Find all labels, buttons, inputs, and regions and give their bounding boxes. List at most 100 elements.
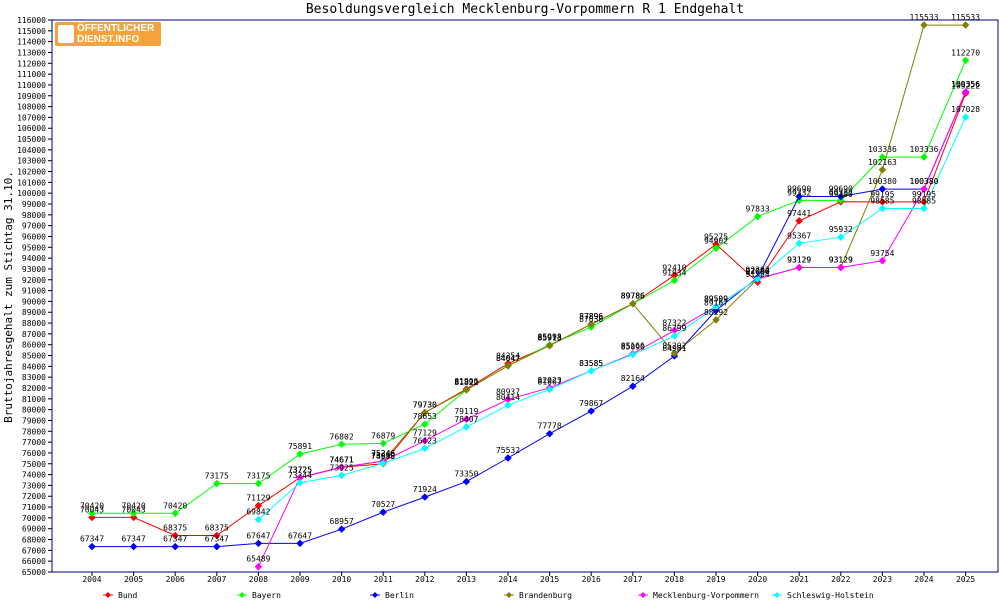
data-label: 79119: [454, 407, 478, 416]
data-label: 73725: [288, 466, 312, 475]
data-point: [379, 459, 388, 468]
data-label: 74671: [330, 455, 354, 464]
data-point: [961, 21, 970, 29]
series-line: [299, 24, 966, 479]
data-label: 87630: [579, 315, 603, 324]
data-label: 67647: [246, 531, 270, 540]
data-label: 92080: [746, 267, 770, 276]
data-label: 81822: [454, 378, 478, 387]
data-point: [337, 463, 346, 472]
data-label: 75030: [371, 451, 395, 460]
y-tick-label: 115000: [17, 27, 46, 36]
legend-label: Bund: [118, 591, 137, 600]
series-line: [92, 93, 967, 536]
data-label: 75246: [371, 449, 395, 458]
data-label: 83585: [579, 359, 603, 368]
series-bayern: [88, 56, 970, 518]
data-label: 93129: [787, 256, 811, 265]
data-point: [171, 531, 180, 540]
data-point: [254, 562, 263, 571]
y-tick-label: 93000: [22, 265, 46, 274]
series-line: [258, 116, 967, 520]
data-label: 80937: [496, 388, 520, 397]
data-label: 68957: [330, 517, 354, 526]
data-label: 71924: [413, 485, 437, 494]
x-tick-label: 2019: [706, 575, 725, 584]
series-mecklenburg-vorpommern: [254, 88, 970, 571]
data-point: [920, 185, 928, 193]
data-point: [587, 366, 596, 375]
legend-item: Bayern: [237, 591, 281, 600]
y-tick-label: 113000: [17, 48, 46, 57]
data-label: 67347: [122, 535, 146, 544]
data-label: 84961: [662, 344, 686, 353]
y-tick-label: 84000: [22, 362, 46, 371]
data-point: [670, 332, 679, 340]
data-point: [795, 239, 804, 248]
data-label: 102163: [868, 158, 897, 167]
data-label: 78407: [454, 415, 478, 424]
data-label: 99690: [829, 185, 853, 194]
data-point: [212, 542, 221, 551]
x-tick-label: 2016: [582, 575, 601, 584]
data-point: [171, 509, 180, 518]
legend-marker: [506, 592, 512, 598]
data-point: [878, 256, 887, 265]
data-label: 100380: [868, 177, 897, 186]
data-label: 109222: [951, 81, 980, 90]
y-axis-label: Bruttojahresgehalt zum Stichtag 31.10.: [2, 171, 15, 423]
y-tick-label: 97000: [22, 222, 46, 231]
x-tick-label: 2013: [457, 575, 476, 584]
data-label: 93129: [787, 256, 811, 265]
data-label: 84254: [496, 352, 520, 361]
y-tick-label: 67000: [22, 546, 46, 555]
data-label: 85913: [538, 334, 562, 343]
data-point: [420, 408, 429, 417]
data-label: 80414: [496, 393, 520, 402]
y-tick-label: 111000: [17, 70, 46, 79]
data-label: 112270: [951, 48, 980, 57]
data-label: 73175: [246, 472, 270, 481]
data-label: 70420: [163, 501, 187, 510]
data-label: 93129: [829, 256, 853, 265]
x-tick-label: 2006: [166, 575, 185, 584]
y-tick-label: 88000: [22, 319, 46, 328]
y-tick-label: 114000: [17, 38, 46, 47]
logo: ÖFFENTLICHER DIENST.INFO: [55, 22, 161, 46]
y-tick-label: 116000: [17, 16, 46, 25]
data-label: 81906: [454, 377, 478, 386]
data-label: 103336: [868, 145, 897, 154]
data-point: [337, 440, 346, 449]
data-point: [878, 153, 887, 161]
y-tick-label: 77000: [22, 438, 46, 447]
data-label: 76423: [413, 436, 437, 445]
series-berlin: [88, 88, 970, 551]
data-label: 99195: [870, 190, 894, 199]
data-label: 89786: [621, 292, 645, 301]
y-tick-label: 86000: [22, 341, 46, 350]
y-tick-label: 80000: [22, 406, 46, 415]
data-label: 91934: [662, 268, 686, 277]
legend-label: Schleswig-Holstein: [787, 591, 874, 600]
data-label: 92202: [746, 266, 770, 275]
x-tick-label: 2020: [748, 575, 767, 584]
data-point: [337, 525, 346, 534]
data-point: [836, 263, 845, 272]
data-label: 95367: [787, 231, 811, 240]
x-tick-label: 2011: [374, 575, 393, 584]
data-label: 107028: [951, 105, 980, 114]
x-tick-label: 2012: [415, 575, 434, 584]
data-label: 88292: [704, 308, 728, 317]
data-point: [88, 542, 96, 551]
x-tick-label: 2010: [332, 575, 351, 584]
y-tick-label: 74000: [22, 471, 46, 480]
data-label: 91784: [746, 270, 770, 279]
data-point: [88, 513, 96, 522]
data-point: [296, 539, 304, 548]
data-point: [587, 407, 596, 415]
legend-label: Bayern: [252, 591, 281, 600]
data-label: 89167: [704, 298, 728, 307]
legend-label: Mecklenburg-Vorpommern: [653, 591, 759, 600]
data-point: [878, 165, 887, 174]
